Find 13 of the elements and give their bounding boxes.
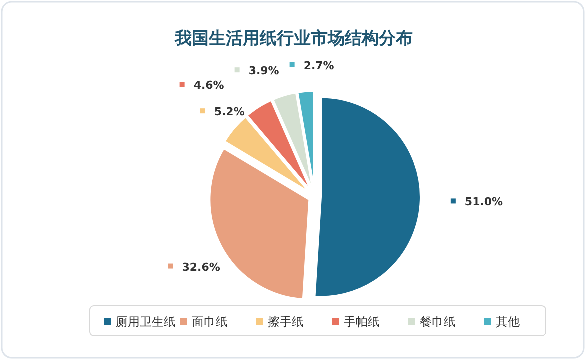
data-label: 32.6%	[182, 260, 220, 274]
legend-label: 擦手纸	[268, 315, 304, 329]
legend-label: 餐巾纸	[420, 315, 456, 329]
data-label: 2.7%	[304, 59, 334, 72]
data-label: 51.0%	[464, 196, 504, 209]
data-label: 3.9%	[248, 64, 280, 78]
legend-label: 面巾纸	[192, 315, 228, 329]
legend-label: 厕用卫生纸	[116, 315, 176, 329]
legend-label: 手帕纸	[344, 315, 380, 329]
chart-title: 我国生活用纸行业市场结构分布	[174, 29, 413, 49]
data-label: 4.6%	[194, 79, 224, 92]
data-label: 5.2%	[214, 106, 245, 119]
legend-label: 其他	[496, 315, 520, 329]
